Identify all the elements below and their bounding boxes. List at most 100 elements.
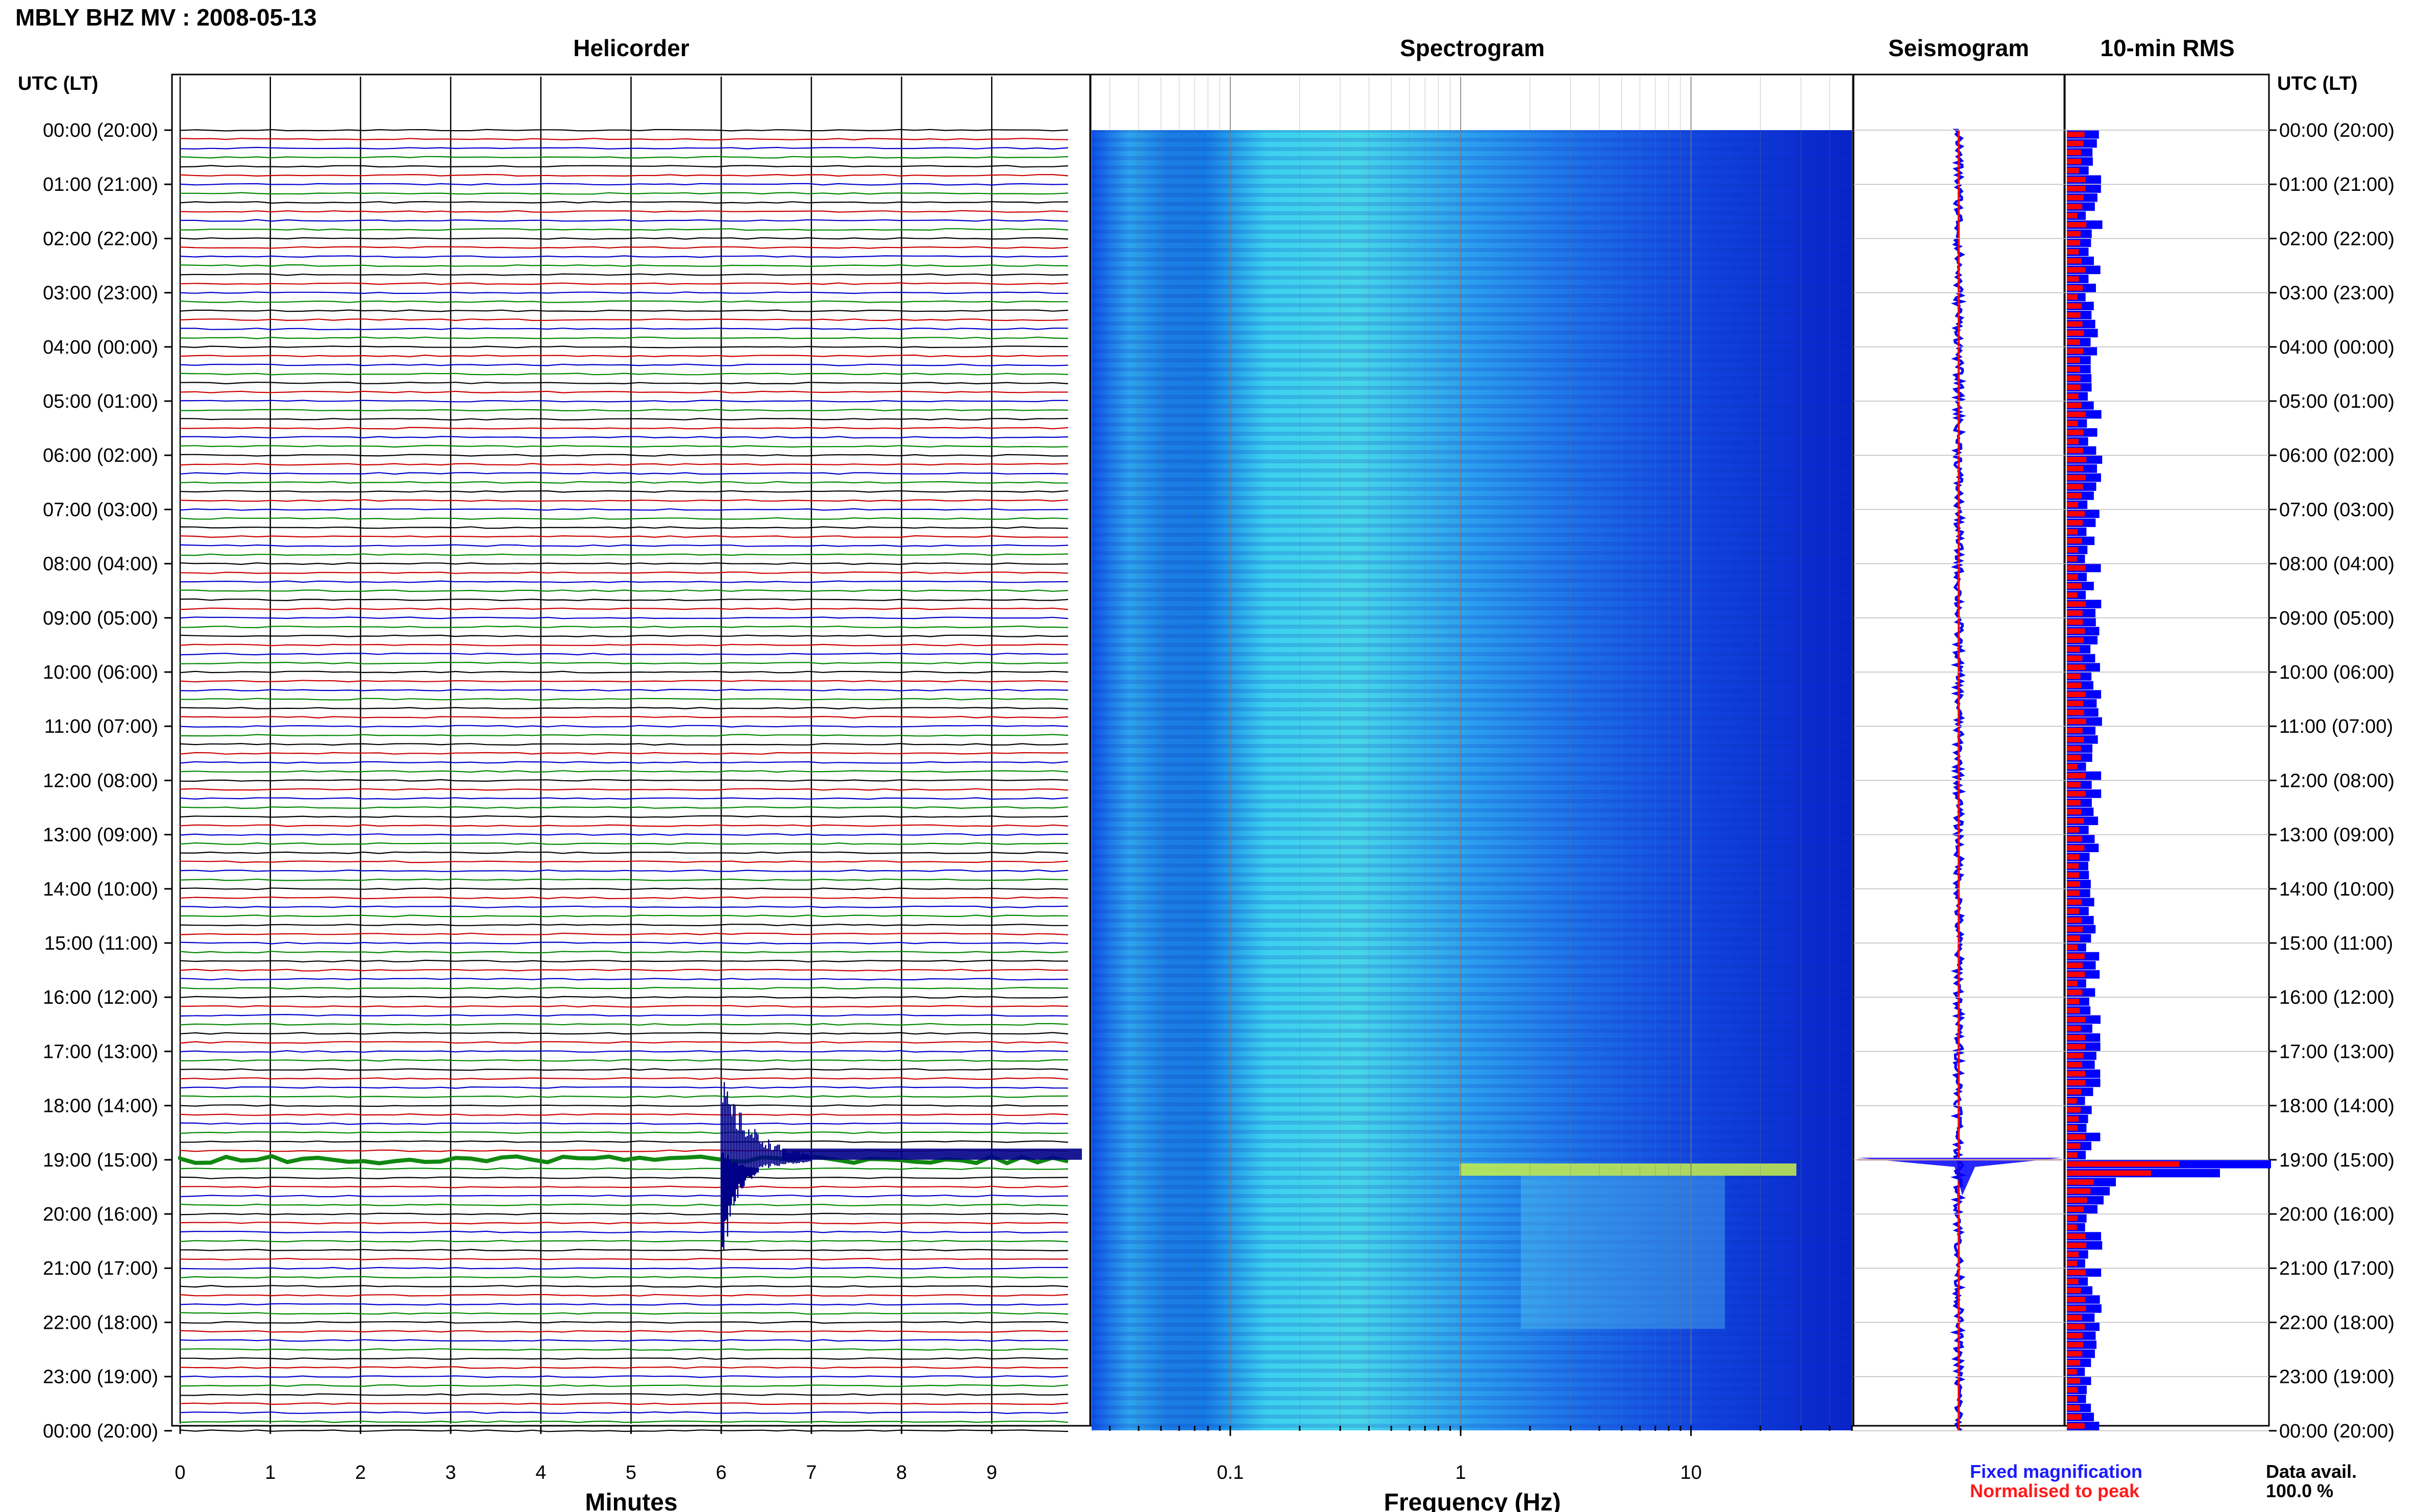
helicorder-trace [179,1420,1069,1423]
rms-bar-normalised [2067,132,2085,137]
time-label-right: 11:00 (07:00) [2279,716,2393,737]
helicorder-trace [178,1154,1069,1166]
rms-bar-normalised [2067,619,2083,625]
helicorder-trace [179,752,1069,755]
spectrogram-grid [1109,77,1853,1424]
helicorder-trace [179,924,1069,927]
helicorder-trace [179,1068,1069,1071]
helicorder-trace [179,589,1069,592]
time-label-right: 10:00 (06:00) [2279,662,2395,683]
helicorder-trace [179,390,1069,393]
rms-bar-normalised [2067,908,2079,914]
helicorder-trace [179,1366,1069,1369]
helicorder-trace [179,1375,1069,1378]
rms-bar-normalised [2067,1007,2080,1013]
helicorder-trace [179,228,1069,231]
rms-bar-normalised [2067,240,2081,246]
rms-bar-normalised [2067,1396,2078,1402]
minute-tick-label: 5 [626,1462,636,1483]
time-label-right: 22:00 (18:00) [2279,1312,2395,1333]
legend-normalised-to-peak: Normalised to peak [1970,1480,2140,1501]
helicorder-trace [179,1005,1069,1008]
frequency-tick-label: 1 [1455,1462,1466,1483]
rms-bar-normalised [2067,791,2086,797]
rms-bar-normalised [2067,1216,2078,1221]
helicorder-trace [179,201,1069,204]
rms-bar-normalised [2067,800,2081,806]
rms-bar-normalised [2067,818,2084,824]
time-label-left: 07:00 (03:00) [43,499,158,520]
rms-bar-normalised [2067,1297,2085,1302]
time-label-left: 13:00 (09:00) [43,825,158,846]
helicorder-trace [179,806,1069,809]
time-label-left: 00:00 (20:00) [43,120,158,141]
helicorder-trace [179,526,1069,529]
helicorder-trace [179,1077,1069,1080]
rms-bar-normalised [2067,1315,2082,1321]
helicorder-trace [179,815,1069,818]
rms-title: 10-min RMS [2100,35,2234,61]
rms-bar-normalised [2067,872,2079,878]
helicorder-trace [179,607,1069,610]
helicorder-trace [179,887,1069,890]
rms-bar-normalised [2067,366,2080,372]
helicorder-trace [179,824,1069,827]
rms-bar-normalised [2067,583,2082,589]
rms-bar-normalised [2067,339,2080,345]
time-label-left: 00:00 (20:00) [43,1421,158,1442]
helicorder-trace [179,625,1069,629]
helicorder-trace [179,1303,1069,1306]
rms-bar-normalised [2067,312,2081,318]
utc-header-left: UTC (LT) [18,73,98,94]
time-label-right: 02:00 (22:00) [2279,228,2395,250]
helicorder-trace [179,833,1069,836]
helicorder-trace [179,734,1069,737]
helicorder-trace [179,1429,1069,1432]
minute-tick-label: 9 [986,1462,997,1483]
helicorder-trace [179,643,1069,647]
helicorder-trace [179,1330,1069,1333]
time-label-left: 14:00 (10:00) [43,879,158,900]
minutes-axis-label: Minutes [585,1489,677,1512]
rms-bar-normalised [2067,1089,2082,1095]
minute-tick-label: 8 [896,1462,907,1483]
time-label-left: 18:00 (14:00) [43,1096,158,1117]
rms-bar-normalised [2067,736,2084,742]
helicorder-trace [179,1185,1069,1188]
rms-bar-normalised [2067,194,2084,201]
time-label-right: 08:00 (04:00) [2279,554,2395,575]
helicorder-trace [179,363,1069,366]
helicorder-trace [179,381,1069,385]
rms-bar-normalised [2067,294,2078,300]
helicorder-trace [179,1023,1069,1026]
time-label-left: 04:00 (00:00) [43,337,158,358]
rms-bar-normalised [2067,1143,2081,1149]
rms-bar-normalised [2067,520,2083,526]
frequency-axis-label: Frequency (Hz) [1384,1489,1561,1512]
rms-bar-normalised [2067,1071,2085,1077]
rms-bar-normalised [2067,601,2086,607]
rms-bar-normalised [2067,1116,2079,1122]
helicorder-trace [179,146,1069,150]
minute-tick-label: 1 [265,1462,276,1483]
rms-bar-normalised [2067,610,2083,616]
minute-tick-label: 3 [446,1462,456,1483]
rms-bar-normalised [2067,403,2082,408]
helicorder-trace [179,1113,1069,1116]
helicorder-trace [179,508,1069,511]
time-label-right: 00:00 (20:00) [2279,120,2395,141]
rms-bar-normalised [2067,1333,2083,1339]
helicorder-trace [179,183,1069,186]
helicorder-trace [179,634,1069,637]
rms-bar-normalised [2067,321,2083,327]
rms-bar-normalised [2067,547,2079,553]
rms-bar-normalised [2067,691,2086,698]
helicorder-trace [179,1230,1069,1234]
helicorder-trace [179,652,1069,656]
rms-bar-normalised [2067,999,2080,1004]
rms-bar-normalised [2067,1414,2082,1420]
helicorder-trace [179,345,1069,349]
helicorder-trace [179,535,1069,538]
rms-bar-normalised [2067,511,2085,517]
helicorder-event [720,1082,1082,1250]
